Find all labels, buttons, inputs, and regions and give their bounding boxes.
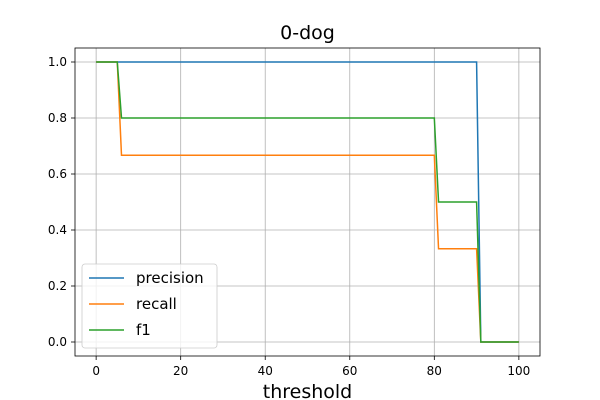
series-line-f1 bbox=[96, 61, 519, 343]
x-axis-label: threshold bbox=[263, 381, 352, 400]
chart-title: 0-dog bbox=[280, 22, 335, 44]
x-tick-label: 0 bbox=[92, 364, 100, 378]
series-line-recall bbox=[96, 61, 519, 343]
x-tick-label: 100 bbox=[507, 364, 530, 378]
series-line-precision bbox=[96, 61, 519, 343]
y-tick-label: 0.4 bbox=[48, 223, 67, 237]
legend-label-recall: recall bbox=[136, 295, 177, 313]
y-tick-label: 1.0 bbox=[48, 55, 67, 69]
y-tick-label: 0.8 bbox=[48, 111, 67, 125]
plot-area-frame bbox=[74, 47, 541, 357]
legend: precision recall f1 bbox=[81, 263, 218, 349]
axis-ticks: 0 20 40 60 80 100 0.0 0.2 0.4 0.6 0.8 1.0 bbox=[48, 55, 530, 378]
legend-label-f1: f1 bbox=[136, 321, 151, 339]
x-tick-label: 80 bbox=[427, 364, 442, 378]
legend-label-precision: precision bbox=[136, 269, 204, 287]
y-tick-label: 0.0 bbox=[48, 335, 67, 349]
legend-box bbox=[81, 263, 218, 349]
y-tick-label: 0.6 bbox=[48, 167, 67, 181]
x-tick-label: 40 bbox=[258, 364, 273, 378]
x-tick-label: 20 bbox=[173, 364, 188, 378]
series-lines bbox=[96, 61, 519, 343]
y-tick-label: 0.2 bbox=[48, 279, 67, 293]
x-tick-label: 60 bbox=[342, 364, 357, 378]
